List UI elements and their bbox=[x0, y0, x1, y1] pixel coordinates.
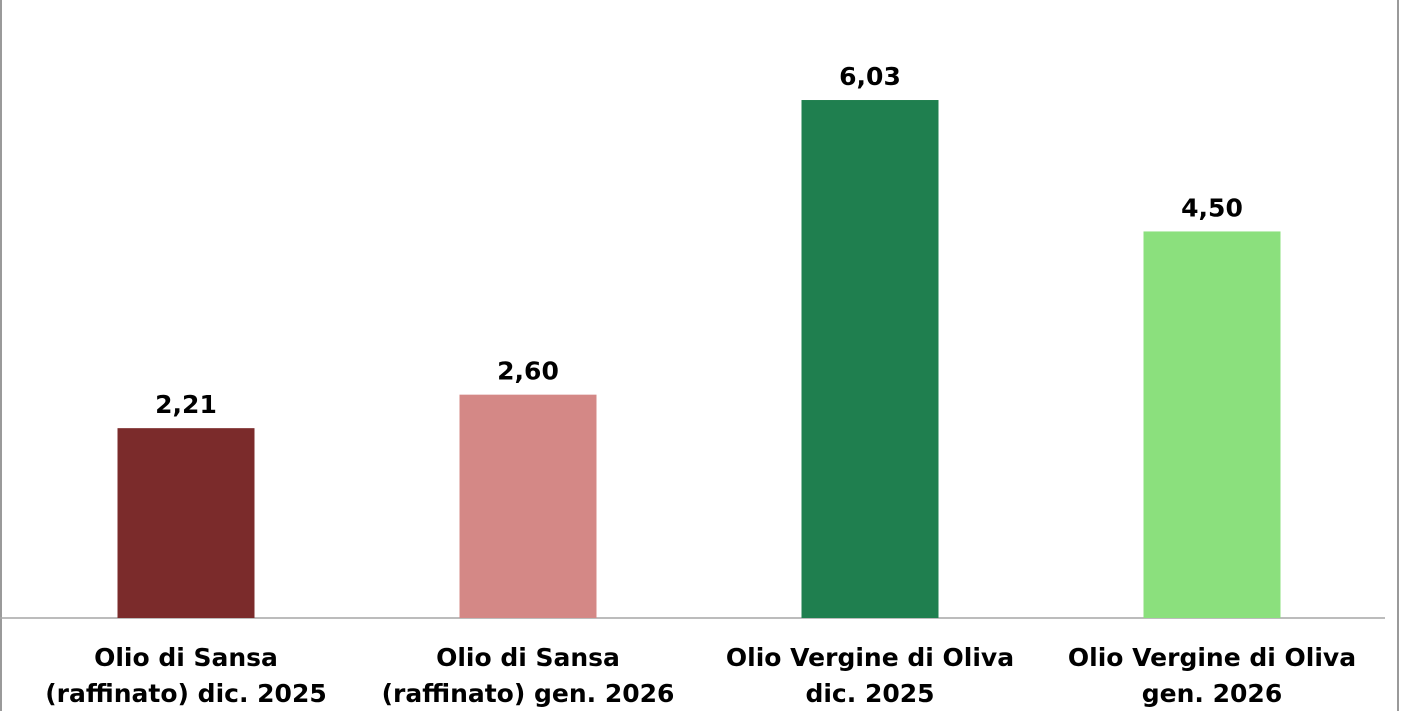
data-label: 2,60 bbox=[497, 357, 559, 386]
data-label: 2,21 bbox=[155, 390, 217, 419]
x-tick-label: (raffinato) dic. 2025 bbox=[45, 679, 327, 708]
bar bbox=[459, 394, 597, 618]
bar bbox=[801, 100, 939, 618]
x-tick-label: Olio Vergine di Oliva bbox=[1068, 643, 1356, 672]
bar bbox=[117, 428, 255, 618]
x-tick-label: Olio di Sansa bbox=[436, 643, 620, 672]
x-tick-label: (raffinato) gen. 2026 bbox=[382, 679, 675, 708]
data-label: 6,03 bbox=[839, 62, 901, 91]
x-tick-label: gen. 2026 bbox=[1142, 679, 1282, 708]
x-tick-label: Olio Vergine di Oliva bbox=[726, 643, 1014, 672]
bar bbox=[1143, 231, 1281, 618]
data-label: 4,50 bbox=[1181, 193, 1243, 222]
x-tick-label: Olio di Sansa bbox=[94, 643, 278, 672]
x-tick-label: dic. 2025 bbox=[805, 679, 934, 708]
